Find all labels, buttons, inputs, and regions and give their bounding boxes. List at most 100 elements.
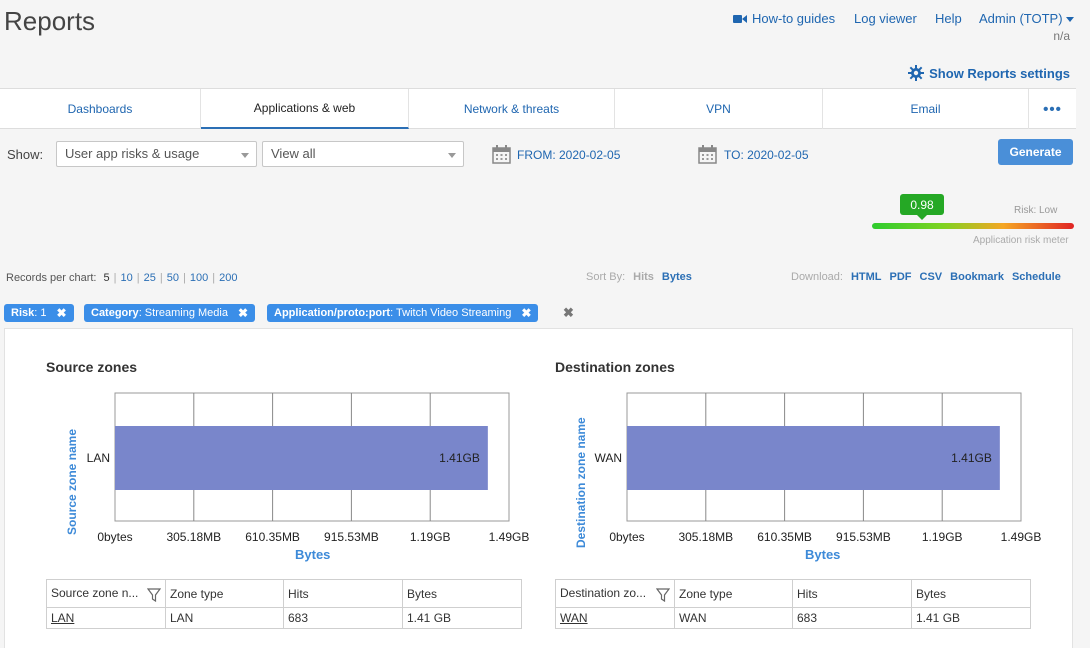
- column-header-hits[interactable]: Hits: [283, 579, 403, 608]
- records-option-5[interactable]: 5: [103, 272, 110, 284]
- filter-chip-application[interactable]: Application/proto:port: Twitch Video Str…: [267, 304, 539, 322]
- x-tick-label: 0bytes: [609, 530, 644, 544]
- chip-key: Application/proto:port: [274, 307, 391, 319]
- chevron-down-icon: [448, 153, 456, 158]
- howto-label: How-to guides: [752, 11, 836, 26]
- chip-key: Category: [91, 307, 139, 319]
- risk-meter-bar: [872, 223, 1074, 229]
- header-label: Destination zo...: [560, 585, 647, 600]
- sort-bytes[interactable]: Bytes: [661, 271, 692, 283]
- download-csv[interactable]: CSV: [919, 271, 943, 283]
- chevron-down-icon: [241, 153, 249, 158]
- chip-value: : Streaming Media: [138, 307, 228, 319]
- generate-button[interactable]: Generate: [998, 139, 1073, 165]
- column-header-zone-type[interactable]: Zone type: [674, 579, 793, 608]
- x-tick-label: 610.35MB: [757, 530, 812, 544]
- schedule-link[interactable]: Schedule: [1011, 271, 1061, 283]
- risk-meter-label: Application risk meter: [973, 235, 1069, 246]
- x-tick-label: 915.53MB: [324, 530, 379, 544]
- admin-menu[interactable]: Admin (TOTP): [979, 11, 1074, 26]
- records-option-50[interactable]: 50: [166, 272, 179, 284]
- filter-chip-category[interactable]: Category: Streaming Media ✖: [84, 304, 256, 322]
- records-option-25[interactable]: 25: [143, 272, 156, 284]
- view-select[interactable]: View all: [262, 141, 464, 167]
- chip-value: : 1: [34, 307, 47, 319]
- column-header-bytes[interactable]: Bytes: [402, 579, 522, 608]
- records-option-10[interactable]: 10: [120, 272, 133, 284]
- close-icon[interactable]: ✖: [237, 306, 249, 320]
- bar-wan[interactable]: [627, 426, 1000, 490]
- column-header-zone-type[interactable]: Zone type: [165, 579, 284, 608]
- from-calendar-icon[interactable]: [492, 145, 511, 164]
- column-header-destination-zone[interactable]: Destination zo...: [555, 579, 675, 608]
- report-type-select[interactable]: User app risks & usage: [56, 141, 257, 167]
- chevron-down-icon: [1065, 17, 1074, 23]
- column-header-source-zone[interactable]: Source zone n...: [46, 579, 166, 608]
- x-tick-label: 1.49GB: [1001, 530, 1042, 544]
- tab-vpn[interactable]: VPN: [615, 89, 823, 129]
- y-axis-label-source: Source zone name: [65, 428, 79, 535]
- show-reports-settings-link[interactable]: Show Reports settings: [908, 65, 1070, 81]
- zone-link[interactable]: WAN: [555, 607, 675, 629]
- video-camera-icon: [733, 14, 747, 23]
- tab-email[interactable]: Email: [823, 89, 1029, 129]
- x-tick-label: 0bytes: [97, 530, 132, 544]
- more-tabs-button[interactable]: •••: [1043, 100, 1062, 118]
- tab-applications-web[interactable]: Applications & web: [201, 89, 409, 129]
- table-row: WAN WAN 683 1.41 GB: [555, 607, 1031, 629]
- zone-link[interactable]: LAN: [46, 607, 166, 629]
- chart-title-destination: Destination zones: [555, 359, 675, 375]
- records-option-200[interactable]: 200: [219, 272, 238, 284]
- filter-chip-risk[interactable]: Risk: 1 ✖: [4, 304, 74, 322]
- download-label: Download:: [791, 271, 843, 283]
- bookmark-link[interactable]: Bookmark: [950, 271, 1004, 283]
- column-header-hits[interactable]: Hits: [792, 579, 912, 608]
- download-links: Download: HTML PDF CSV Bookmark Schedule: [791, 271, 1061, 283]
- bar-value-label: 1.41GB: [439, 451, 480, 465]
- x-tick-label: 305.18MB: [678, 530, 733, 544]
- table-cell: 683: [792, 607, 912, 629]
- column-header-bytes[interactable]: Bytes: [911, 579, 1031, 608]
- show-label: Show:: [7, 147, 44, 162]
- table-cell: WAN: [674, 607, 793, 629]
- howto-link[interactable]: How-to guides: [733, 11, 835, 26]
- destination-zones-table: Destination zo... Zone type Hits Bytes W…: [555, 579, 1031, 629]
- sort-label: Sort By:: [586, 271, 626, 283]
- filter-funnel-icon[interactable]: [147, 587, 161, 602]
- records-per-chart: Records per chart: 5 | 10 | 25 | 50 | 100 | 200: [6, 272, 238, 284]
- clear-filters-icon[interactable]: ✖: [563, 305, 574, 320]
- close-icon[interactable]: ✖: [56, 306, 67, 320]
- records-option-100[interactable]: 100: [189, 272, 209, 284]
- tab-network-threats[interactable]: Network & threats: [409, 89, 615, 129]
- bar-lan[interactable]: [115, 426, 488, 490]
- to-date[interactable]: TO: 2020-02-05: [724, 148, 809, 162]
- table-cell: 1.41 GB: [402, 607, 522, 629]
- view-value: View all: [271, 146, 316, 161]
- sort-by: Sort By: Hits Bytes: [586, 271, 692, 283]
- x-tick-label: 305.18MB: [166, 530, 221, 544]
- table-cell: 683: [283, 607, 403, 629]
- sort-hits[interactable]: Hits: [633, 271, 654, 283]
- filter-funnel-icon[interactable]: [656, 587, 670, 602]
- close-icon[interactable]: ✖: [521, 306, 532, 320]
- admin-subtitle: n/a: [1053, 29, 1070, 43]
- download-html[interactable]: HTML: [850, 271, 882, 283]
- x-tick-label: 1.19GB: [410, 530, 451, 544]
- chart-source-zones: 1.41GB LAN 0bytes 305.18MB 610.35MB 915.53M…: [87, 392, 530, 544]
- report-tabs: Dashboards Applications & web Network & …: [0, 88, 1076, 129]
- table-cell: LAN: [165, 607, 284, 629]
- chip-key: Risk: [11, 307, 35, 319]
- to-calendar-icon[interactable]: [698, 145, 717, 164]
- download-pdf[interactable]: PDF: [889, 271, 912, 283]
- table-row: LAN LAN 683 1.41 GB: [46, 607, 522, 629]
- help-link[interactable]: Help: [935, 11, 962, 26]
- from-date[interactable]: FROM: 2020-02-05: [517, 148, 621, 162]
- category-label: WAN: [594, 451, 622, 465]
- risk-value-badge: 0.98: [900, 194, 944, 215]
- x-tick-label: 1.19GB: [922, 530, 963, 544]
- tab-dashboards[interactable]: Dashboards: [0, 89, 201, 129]
- chart-title-source: Source zones: [46, 359, 138, 375]
- log-viewer-link[interactable]: Log viewer: [854, 11, 917, 26]
- x-tick-label: 1.49GB: [489, 530, 530, 544]
- x-axis-label-source: Bytes: [295, 547, 331, 562]
